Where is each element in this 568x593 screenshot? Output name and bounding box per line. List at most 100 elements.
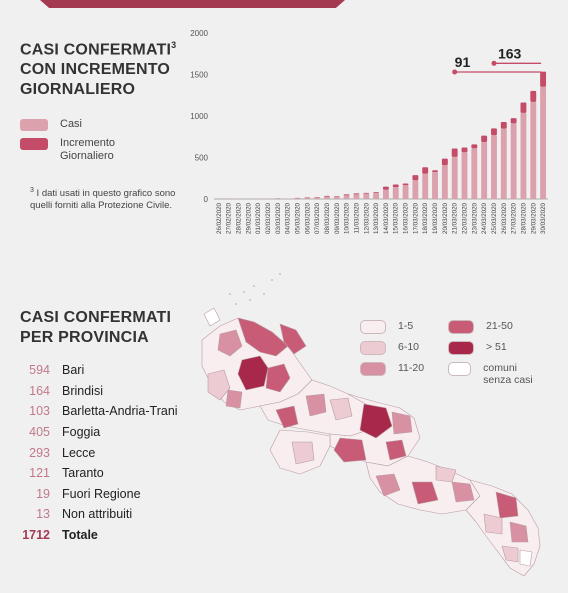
bar-cases xyxy=(333,196,340,199)
province-title-line2: PER PROVINCIA xyxy=(20,329,149,346)
bar-increment xyxy=(500,122,507,129)
x-tick-label: 19/03/2020 xyxy=(432,202,439,234)
map-dot xyxy=(279,273,281,275)
map-dot xyxy=(263,293,265,295)
legend-item-cases: Casi xyxy=(20,118,140,131)
title-line2: CON INCREMENTO xyxy=(20,61,171,79)
province-row: 13 Non attribuiti xyxy=(20,504,178,525)
x-tick-label: 04/03/2020 xyxy=(285,202,292,234)
bar-cases xyxy=(343,195,350,199)
map-legend-label: 6-10 xyxy=(398,341,420,353)
province-count: 405 xyxy=(29,425,50,440)
bar-increment xyxy=(441,158,448,166)
province-name: Fuori Regione xyxy=(62,486,141,501)
bar-cases xyxy=(304,197,311,199)
legend-swatch-cases xyxy=(20,119,48,131)
annotation-label: 91 xyxy=(455,54,471,70)
map-area xyxy=(237,317,289,357)
map-dot xyxy=(249,299,251,301)
province-name: Non attribuiti xyxy=(62,507,133,522)
x-tick-label: 09/03/2020 xyxy=(334,202,341,234)
province-total-row: 1712 Totale xyxy=(20,525,178,546)
province-count: 103 xyxy=(29,404,50,419)
map-area xyxy=(451,481,475,503)
x-tick-label: 24/03/2020 xyxy=(481,202,488,234)
bar-increment xyxy=(353,193,360,195)
x-tick-label: 27/02/2020 xyxy=(226,202,233,234)
map-legend-item: 21-50 xyxy=(448,320,536,334)
map-legend-row: 6-10 > 51 xyxy=(360,341,536,362)
bar-cases xyxy=(363,193,370,199)
legend-item-increment: Incremento Giornaliero xyxy=(20,137,140,163)
map-dot xyxy=(253,285,255,287)
map-area xyxy=(501,545,519,563)
province-row: 121 Taranto xyxy=(20,463,178,484)
bar-increment xyxy=(324,195,330,197)
bar-cases xyxy=(520,112,527,199)
province-title-line1: CASI CONFERMATI xyxy=(20,309,172,326)
map-area xyxy=(275,405,299,429)
map-area xyxy=(519,549,533,567)
x-tick-label: 17/03/2020 xyxy=(412,202,419,234)
map-legend-item: comuni senza casi xyxy=(448,362,536,386)
bar-increment xyxy=(343,194,350,196)
bar-increment xyxy=(392,184,399,188)
map-area xyxy=(203,307,221,327)
bar-increment xyxy=(481,135,488,142)
x-tick-label: 28/03/2020 xyxy=(520,202,527,234)
map-legend-item: 6-10 xyxy=(360,341,448,355)
bar-increment xyxy=(412,175,419,181)
x-tick-label: 18/03/2020 xyxy=(422,202,429,234)
y-tick-label: 500 xyxy=(195,154,209,163)
map-area xyxy=(237,355,269,391)
annotation-label: 163 xyxy=(498,45,522,61)
map-legend-label: > 51 xyxy=(486,341,507,353)
bar-increment xyxy=(540,71,547,87)
map-legend-item: 11-20 xyxy=(360,362,448,376)
map-area xyxy=(207,369,231,401)
x-tick-label: 27/03/2020 xyxy=(511,202,518,234)
bar-increment xyxy=(422,167,429,174)
map-area xyxy=(217,329,243,357)
map-area xyxy=(225,389,243,409)
x-tick-label: 15/03/2020 xyxy=(393,202,400,234)
map-dot xyxy=(229,293,231,295)
province-row: 103 Barletta-Andria-Trani xyxy=(20,401,177,422)
province-count: 594 xyxy=(29,363,50,378)
title-line1: CASI CONFERMATI xyxy=(20,41,172,59)
bar-increment xyxy=(432,170,438,173)
map-dot xyxy=(271,279,273,281)
map-area xyxy=(411,481,439,505)
bar-cases xyxy=(481,141,488,199)
province-name: Bari xyxy=(62,363,85,378)
bar-increment xyxy=(471,144,478,149)
x-tick-label: 06/03/2020 xyxy=(304,202,311,234)
x-tick-label: 29/03/2020 xyxy=(530,202,537,234)
map-legend-swatch xyxy=(448,362,472,376)
map-legend-label: comuni senza casi xyxy=(483,362,533,386)
x-tick-label: 23/03/2020 xyxy=(471,202,478,234)
footnote-text: I dati usati in questo grafico sono quel… xyxy=(30,188,176,212)
province-name: Brindisi xyxy=(62,383,103,398)
legend-label-cases: Casi xyxy=(60,118,83,130)
bar-cases xyxy=(402,185,409,199)
x-tick-label: 11/03/2020 xyxy=(353,202,360,233)
map-area xyxy=(333,437,367,463)
x-tick-label: 25/03/2020 xyxy=(491,202,498,234)
map-area xyxy=(291,441,315,465)
map-area xyxy=(279,323,307,355)
bar-cases xyxy=(382,189,389,199)
bar-increment xyxy=(373,191,380,193)
bar-cases xyxy=(471,148,478,199)
x-tick-label: 02/03/2020 xyxy=(265,202,272,234)
bar-cases xyxy=(432,172,438,199)
x-tick-label: 26/02/2020 xyxy=(216,202,223,234)
x-tick-label: 30/03/2020 xyxy=(540,202,547,234)
map-area xyxy=(305,393,327,417)
bar-increment xyxy=(451,148,458,157)
bar-cases xyxy=(314,197,321,199)
x-tick-label: 20/03/2020 xyxy=(442,202,449,234)
puglia-choropleth-map xyxy=(201,273,541,577)
map-area xyxy=(359,403,393,439)
